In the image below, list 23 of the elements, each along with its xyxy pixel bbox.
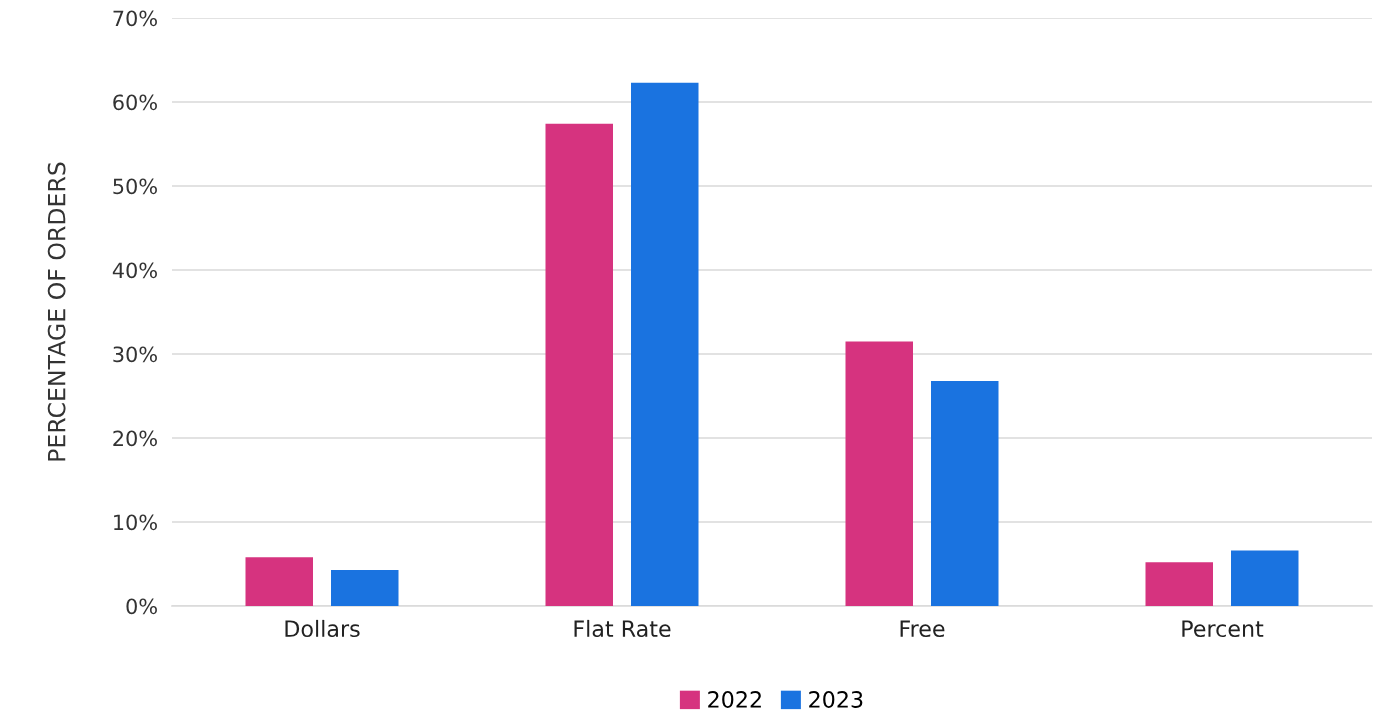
bar (1231, 550, 1299, 606)
legend-label: 2022 (708, 691, 761, 708)
x-tick-label: Free (900, 620, 945, 638)
legend-label: 2023 (809, 691, 863, 708)
bar (931, 380, 999, 606)
y-axis-title: PERCENTAGE OF ORDERS (47, 162, 66, 461)
y-tick-label: 20% (113, 430, 157, 447)
y-tick-label: 60% (113, 94, 157, 111)
y-tick-label: 0% (126, 598, 157, 615)
x-tick-label: Percent (1182, 620, 1264, 638)
y-tick-label: 40% (112, 262, 157, 279)
x-tick-label: Dollars (285, 619, 360, 638)
bar (331, 569, 399, 606)
x-tick-label: Flat Rate (574, 619, 671, 638)
bar (845, 341, 913, 606)
bar (545, 123, 613, 606)
y-tick-label: 10% (114, 514, 157, 531)
bar (1145, 562, 1213, 606)
y-tick-label: 30% (113, 346, 157, 363)
y-tick-label: 70% (113, 10, 157, 27)
bar (631, 82, 699, 606)
y-tick-label: 50% (113, 178, 157, 195)
bar (245, 557, 313, 606)
